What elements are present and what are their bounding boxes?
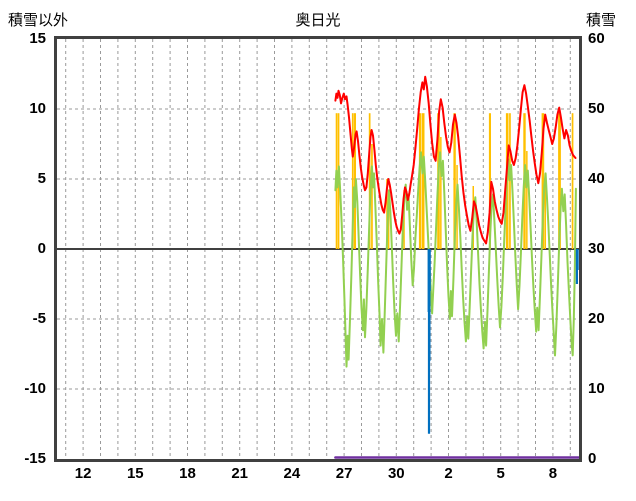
red-temp-line [334,75,577,245]
x-axis-tick: 30 [387,465,405,482]
left-axis-tick: 5 [37,170,46,187]
x-axis-tick: 15 [126,465,144,482]
chart-canvas [57,39,579,459]
right-axis-tick: 20 [588,310,605,327]
left-axis-tick: -15 [24,450,46,467]
right-axis-tick: 30 [588,240,605,257]
sunshine-bars [558,113,561,249]
x-axis-tick: 2 [444,465,453,482]
sunshine-bars [453,113,456,249]
sunshine-bars [418,113,421,249]
left-axis-tick: -10 [24,380,46,397]
right-axis-tick: 10 [588,380,605,397]
sunshine-bars [368,113,371,249]
x-axis-tick: 8 [548,465,558,482]
x-axis-tick: 5 [496,465,505,482]
right-axis-tick: 60 [588,30,605,47]
sunshine-bars [387,200,390,249]
x-axis-tick: 18 [179,465,196,482]
sunshine-bars [371,144,373,249]
right-axis-tick: 0 [588,450,597,467]
sunshine-bars [541,113,545,249]
sunshine-bars [488,113,491,249]
left-axis-tick: 0 [37,240,46,257]
plot-area [54,36,582,462]
sunshine-bars [421,113,425,249]
x-axis-tick: 12 [74,465,92,482]
green-temp-line [334,151,577,368]
x-axis-tick: 27 [335,465,353,482]
sunshine-bars [544,179,546,249]
chart-title: 奥日光 [295,12,341,29]
right-axis-title: 積雪 [585,12,616,29]
sunshine-bars [440,137,442,249]
left-axis-title: 積雪以外 [8,12,69,29]
left-axis-tick: -5 [32,310,46,327]
right-axis-tick: 40 [588,170,605,187]
sunshine-bars [571,113,574,249]
x-axis-tick: 24 [283,465,301,482]
left-axis-tick: 10 [29,100,46,117]
sunshine-bars [526,151,528,249]
right-axis-tick: 50 [588,100,605,117]
sunshine-bars [351,113,354,249]
left-axis-tick: 15 [29,30,46,47]
x-axis-tick: 21 [231,465,249,482]
